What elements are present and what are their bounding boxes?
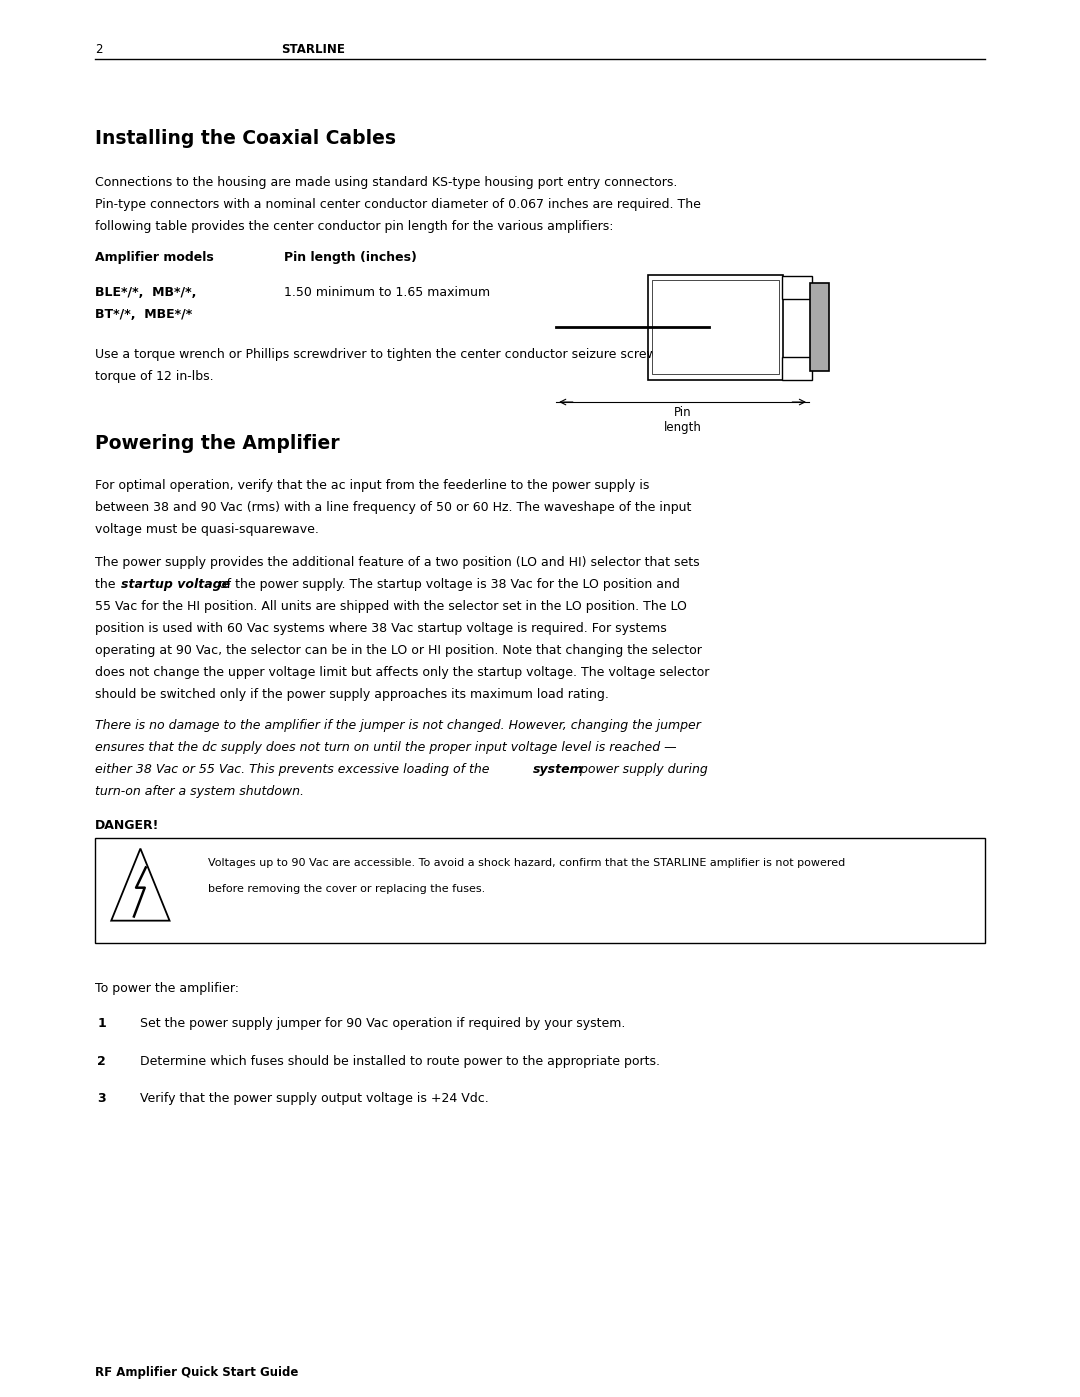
Text: 1.50 minimum to 1.65 maximum: 1.50 minimum to 1.65 maximum xyxy=(284,286,490,299)
Text: voltage must be quasi-squarewave.: voltage must be quasi-squarewave. xyxy=(95,522,319,535)
Text: 2: 2 xyxy=(95,43,103,56)
Text: ensures that the dc supply does not turn on until the proper input voltage level: ensures that the dc supply does not turn… xyxy=(95,740,677,754)
Text: Voltages up to 90 Vac are accessible. To avoid a shock hazard, confirm that the : Voltages up to 90 Vac are accessible. To… xyxy=(208,858,846,868)
Text: Pin length (inches): Pin length (inches) xyxy=(284,250,417,264)
Text: the: the xyxy=(95,578,120,591)
Text: before removing the cover or replacing the fuses.: before removing the cover or replacing t… xyxy=(208,884,486,894)
Text: between 38 and 90 Vac (rms) with a line frequency of 50 or 60 Hz. The waveshape : between 38 and 90 Vac (rms) with a line … xyxy=(95,500,691,514)
Text: Set the power supply jumper for 90 Vac operation if required by your system.: Set the power supply jumper for 90 Vac o… xyxy=(140,1017,625,1031)
Text: BLE*/*,  MB*/*,: BLE*/*, MB*/*, xyxy=(95,286,197,299)
Text: power supply during: power supply during xyxy=(576,763,707,775)
Text: There is no damage to the amplifier if the jumper is not changed. However, chang: There is no damage to the amplifier if t… xyxy=(95,719,701,732)
Text: BT*/*,  MBE*/*: BT*/*, MBE*/* xyxy=(95,307,192,321)
Text: of the power supply. The startup voltage is 38 Vac for the LO position and: of the power supply. The startup voltage… xyxy=(215,578,679,591)
Text: Verify that the power supply output voltage is +24 Vdc.: Verify that the power supply output volt… xyxy=(140,1092,489,1105)
Text: Determine which fuses should be installed to route power to the appropriate port: Determine which fuses should be installe… xyxy=(140,1055,660,1067)
FancyBboxPatch shape xyxy=(95,838,985,943)
FancyBboxPatch shape xyxy=(652,281,779,374)
Text: operating at 90 Vac, the selector can be in the LO or HI position. Note that cha: operating at 90 Vac, the selector can be… xyxy=(95,644,702,657)
Text: system: system xyxy=(532,763,583,775)
FancyBboxPatch shape xyxy=(782,358,812,380)
FancyBboxPatch shape xyxy=(648,275,783,380)
Text: 1: 1 xyxy=(97,1017,106,1031)
Text: should be switched only if the power supply approaches its maximum load rating.: should be switched only if the power sup… xyxy=(95,689,609,701)
Text: following table provides the center conductor pin length for the various amplifi: following table provides the center cond… xyxy=(95,221,613,233)
Text: turn-on after a system shutdown.: turn-on after a system shutdown. xyxy=(95,785,305,798)
Text: Powering the Amplifier: Powering the Amplifier xyxy=(95,434,340,453)
Text: Pin
length: Pin length xyxy=(663,407,702,434)
FancyBboxPatch shape xyxy=(810,284,829,372)
Text: 2: 2 xyxy=(97,1055,106,1067)
Text: does not change the upper voltage limit but affects only the startup voltage. Th: does not change the upper voltage limit … xyxy=(95,666,710,679)
Text: either 38 Vac or 55 Vac. This prevents excessive loading of the: either 38 Vac or 55 Vac. This prevents e… xyxy=(95,763,494,775)
Polygon shape xyxy=(111,848,170,921)
Text: To power the amplifier:: To power the amplifier: xyxy=(95,982,239,995)
Text: Connections to the housing are made using standard KS-type housing port entry co: Connections to the housing are made usin… xyxy=(95,176,677,189)
Text: Pin-type connectors with a nominal center conductor diameter of 0.067 inches are: Pin-type connectors with a nominal cente… xyxy=(95,198,701,211)
Text: Installing the Coaxial Cables: Installing the Coaxial Cables xyxy=(95,129,396,148)
Text: 3: 3 xyxy=(97,1092,106,1105)
Text: STARLINE: STARLINE xyxy=(281,43,345,56)
Text: torque of 12 in-lbs.: torque of 12 in-lbs. xyxy=(95,370,214,383)
Text: 55 Vac for the HI position. All units are shipped with the selector set in the L: 55 Vac for the HI position. All units ar… xyxy=(95,601,687,613)
FancyBboxPatch shape xyxy=(782,277,812,299)
Text: RF Amplifier Quick Start Guide: RF Amplifier Quick Start Guide xyxy=(95,1366,298,1379)
Text: Amplifier models: Amplifier models xyxy=(95,250,214,264)
Text: startup voltage: startup voltage xyxy=(121,578,230,591)
Text: DANGER!: DANGER! xyxy=(95,819,160,831)
Text: position is used with 60 Vac systems where 38 Vac startup voltage is required. F: position is used with 60 Vac systems whe… xyxy=(95,622,666,636)
Text: The power supply provides the additional feature of a two position (LO and HI) s: The power supply provides the additional… xyxy=(95,556,700,569)
Text: For optimal operation, verify that the ac input from the feederline to the power: For optimal operation, verify that the a… xyxy=(95,479,649,492)
Text: Use a torque wrench or Phillips screwdriver to tighten the center conductor seiz: Use a torque wrench or Phillips screwdri… xyxy=(95,348,685,360)
